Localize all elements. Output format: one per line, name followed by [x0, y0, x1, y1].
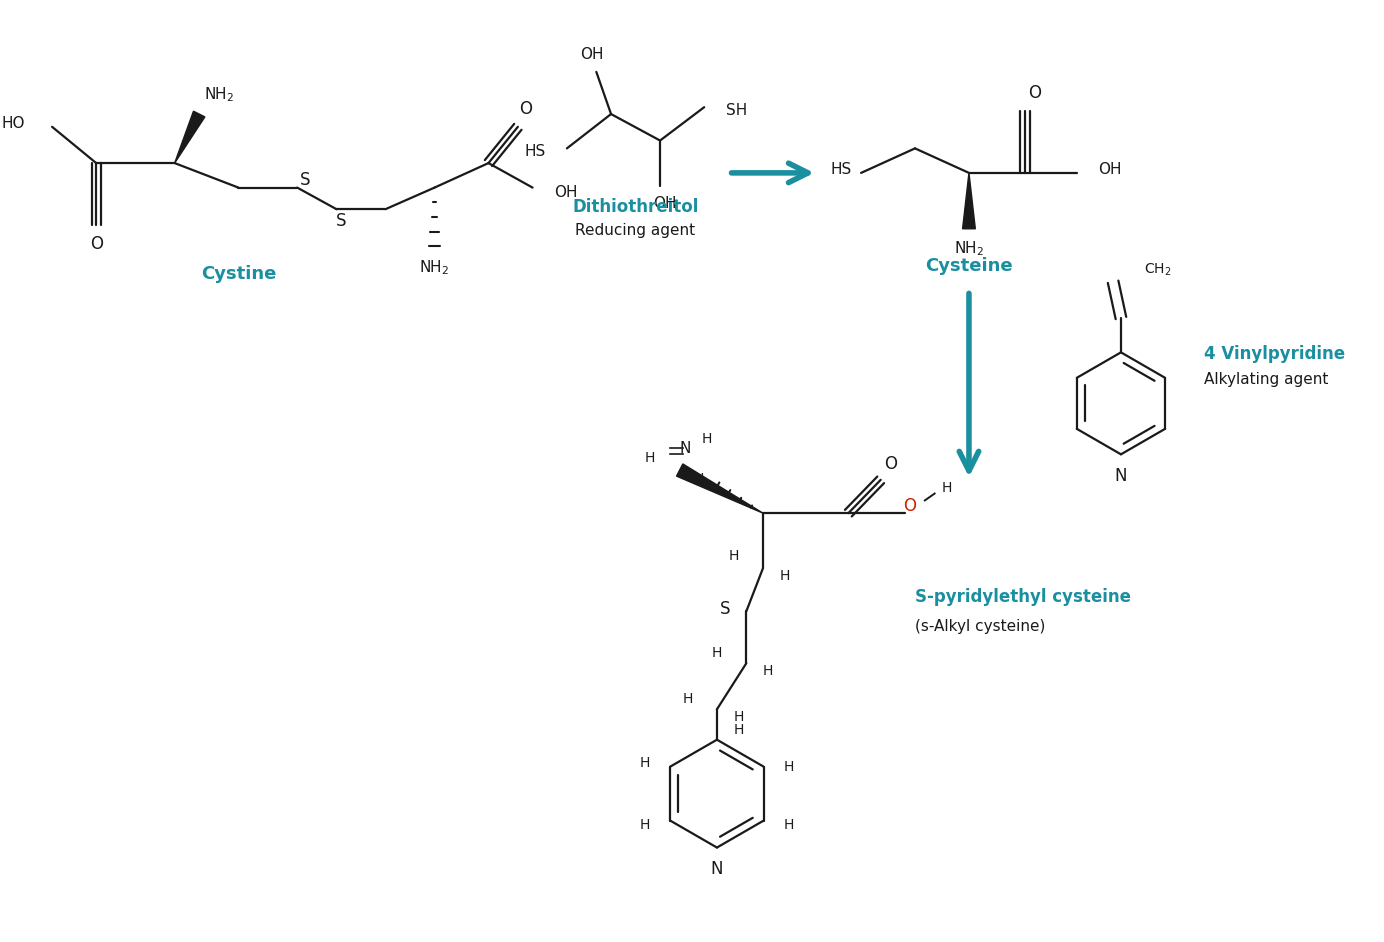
Text: H: H	[734, 710, 743, 724]
Text: N: N	[680, 441, 691, 456]
Text: CH$_2$: CH$_2$	[1145, 262, 1172, 278]
Text: NH$_2$: NH$_2$	[954, 239, 984, 258]
Text: H: H	[645, 451, 655, 465]
Text: H: H	[711, 646, 722, 660]
Text: S: S	[720, 600, 729, 618]
Polygon shape	[963, 173, 976, 229]
Text: O: O	[884, 455, 897, 473]
Text: Cysteine: Cysteine	[925, 257, 1013, 275]
Text: OH: OH	[580, 47, 603, 62]
Text: O: O	[904, 497, 916, 515]
Text: N: N	[711, 860, 724, 878]
Text: H: H	[695, 472, 704, 486]
Text: Dithiothreitol: Dithiothreitol	[573, 198, 699, 217]
Text: OH: OH	[653, 196, 677, 211]
Polygon shape	[174, 111, 205, 163]
Text: O: O	[519, 100, 533, 118]
Text: H: H	[682, 692, 693, 706]
Text: H: H	[763, 664, 774, 678]
Text: Cystine: Cystine	[201, 265, 275, 283]
Text: (s-Alkyl cysteine): (s-Alkyl cysteine)	[915, 620, 1045, 634]
Text: S: S	[300, 171, 310, 188]
Text: OH: OH	[554, 185, 577, 200]
Text: O: O	[1028, 85, 1041, 103]
Text: H: H	[639, 818, 650, 832]
Text: SH: SH	[725, 103, 747, 118]
Text: HO: HO	[1, 117, 25, 131]
Text: NH$_2$: NH$_2$	[419, 259, 450, 277]
Text: H: H	[639, 755, 650, 770]
Text: HS: HS	[830, 162, 851, 177]
Text: N: N	[1114, 467, 1127, 485]
Text: O: O	[90, 236, 102, 253]
Text: S-pyridylethyl cysteine: S-pyridylethyl cysteine	[915, 589, 1131, 607]
Text: H: H	[734, 723, 743, 737]
Polygon shape	[677, 463, 763, 513]
Text: NH$_2$: NH$_2$	[203, 85, 234, 104]
Text: 4 Vinylpyridine: 4 Vinylpyridine	[1204, 346, 1345, 364]
Text: H: H	[783, 759, 794, 773]
Text: H: H	[779, 569, 790, 583]
Text: H: H	[941, 480, 952, 495]
Text: H: H	[783, 818, 794, 832]
Text: Alkylating agent: Alkylating agent	[1204, 372, 1329, 387]
Text: S: S	[336, 212, 346, 230]
Text: H: H	[728, 549, 739, 563]
Text: Reducing agent: Reducing agent	[576, 223, 696, 238]
Text: H: H	[702, 431, 713, 446]
Text: HS: HS	[525, 144, 545, 159]
Text: OH: OH	[1099, 162, 1122, 177]
